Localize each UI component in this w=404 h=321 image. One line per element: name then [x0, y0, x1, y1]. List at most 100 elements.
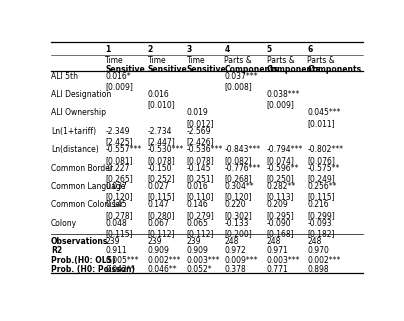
Text: 0.016*: 0.016*	[105, 72, 131, 81]
Text: 0.003***: 0.003***	[187, 256, 220, 265]
Text: [2.425]: [2.425]	[105, 137, 133, 146]
Text: [0.009]: [0.009]	[267, 100, 295, 109]
Text: 0.002***: 0.002***	[307, 256, 341, 265]
Text: 0.256**: 0.256**	[307, 182, 337, 191]
Text: R2: R2	[51, 246, 62, 255]
Text: 0.067: 0.067	[147, 219, 169, 228]
Text: [0.011]: [0.011]	[307, 119, 335, 128]
Text: Prob. (H0: Poisson): Prob. (H0: Poisson)	[51, 265, 135, 274]
Text: [0.082]: [0.082]	[224, 156, 252, 165]
Text: 0.378: 0.378	[224, 265, 246, 274]
Text: 0.909: 0.909	[147, 246, 169, 255]
Text: [0.010]: [0.010]	[147, 100, 175, 109]
Text: 0.027: 0.027	[147, 182, 169, 191]
Text: 0.042**: 0.042**	[105, 265, 135, 274]
Text: [0.112]: [0.112]	[147, 229, 175, 238]
Text: 5: 5	[267, 45, 271, 54]
Text: 0.038***: 0.038***	[267, 90, 300, 99]
Text: 0.971: 0.971	[267, 246, 288, 255]
Text: [0.120]: [0.120]	[224, 193, 252, 202]
Text: [0.008]: [0.008]	[224, 82, 252, 91]
Text: 248: 248	[267, 237, 281, 246]
Text: Prob.(H0: OLS): Prob.(H0: OLS)	[51, 256, 115, 265]
Text: [0.279]: [0.279]	[187, 211, 215, 220]
Text: 0.220: 0.220	[224, 200, 246, 209]
Text: 239: 239	[147, 237, 162, 246]
Text: -2.734: -2.734	[147, 127, 172, 136]
Text: 0.065: 0.065	[187, 219, 208, 228]
Text: -0.133: -0.133	[224, 219, 249, 228]
Text: 0.282**: 0.282**	[267, 182, 296, 191]
Text: Observations: Observations	[51, 237, 108, 246]
Text: 0.209: 0.209	[267, 200, 288, 209]
Text: 0.045***: 0.045***	[307, 108, 341, 117]
Text: [0.295]: [0.295]	[267, 211, 294, 220]
Text: [0.074]: [0.074]	[267, 156, 295, 165]
Text: [0.251]: [0.251]	[187, 174, 215, 183]
Text: 0.009***: 0.009***	[224, 256, 258, 265]
Text: -0.596**: -0.596**	[267, 163, 299, 173]
Text: [0.081]: [0.081]	[105, 156, 133, 165]
Text: [0.112]: [0.112]	[187, 229, 214, 238]
Text: [0.252]: [0.252]	[147, 174, 175, 183]
Text: 248: 248	[307, 237, 322, 246]
Text: 0.052*: 0.052*	[187, 265, 213, 274]
Text: Ln(distance): Ln(distance)	[51, 145, 99, 154]
Text: [0.076]: [0.076]	[307, 156, 335, 165]
Text: [2.447]: [2.447]	[147, 137, 175, 146]
Text: [0.078]: [0.078]	[147, 156, 175, 165]
Text: [0.250]: [0.250]	[267, 174, 294, 183]
Text: -0.536***: -0.536***	[187, 145, 223, 154]
Text: [0.200]: [0.200]	[224, 229, 252, 238]
Text: ALI Ownership: ALI Ownership	[51, 108, 106, 117]
Text: 1: 1	[105, 45, 111, 54]
Text: ALI Designation: ALI Designation	[51, 90, 111, 99]
Text: [0.012]: [0.012]	[187, 119, 215, 128]
Text: Parts &: Parts &	[224, 56, 252, 65]
Text: 0.048: 0.048	[105, 219, 127, 228]
Text: Time: Time	[147, 56, 166, 65]
Text: -0.530***: -0.530***	[147, 145, 184, 154]
Text: -0.093: -0.093	[307, 219, 332, 228]
Text: [0.120]: [0.120]	[105, 193, 133, 202]
Text: Components: Components	[224, 65, 278, 74]
Text: ALI 5th: ALI 5th	[51, 72, 78, 81]
Text: -0.794***: -0.794***	[267, 145, 303, 154]
Text: [2.426]: [2.426]	[187, 137, 215, 146]
Text: 4: 4	[224, 45, 229, 54]
Text: 0.037: 0.037	[105, 182, 127, 191]
Text: 0.002***: 0.002***	[147, 256, 181, 265]
Text: Common Coloniser: Common Coloniser	[51, 200, 123, 209]
Text: 0.771: 0.771	[267, 265, 288, 274]
Text: 0.911: 0.911	[105, 246, 127, 255]
Text: 0.909: 0.909	[187, 246, 208, 255]
Text: -0.776***: -0.776***	[224, 163, 261, 173]
Text: -0.090: -0.090	[267, 219, 291, 228]
Text: Sensitive: Sensitive	[105, 65, 145, 74]
Text: 0.003***: 0.003***	[267, 256, 300, 265]
Text: [0.115]: [0.115]	[105, 229, 133, 238]
Text: 0.147: 0.147	[147, 200, 169, 209]
Text: -0.802***: -0.802***	[307, 145, 343, 154]
Text: Parts &: Parts &	[307, 56, 335, 65]
Text: -0.145: -0.145	[187, 163, 211, 173]
Text: 3: 3	[187, 45, 192, 54]
Text: [0.182]: [0.182]	[307, 229, 335, 238]
Text: [0.110]: [0.110]	[187, 193, 215, 202]
Text: [0.078]: [0.078]	[187, 156, 215, 165]
Text: -0.227: -0.227	[105, 163, 130, 173]
Text: [0.268]: [0.268]	[224, 174, 252, 183]
Text: 248: 248	[224, 237, 239, 246]
Text: -0.575**: -0.575**	[307, 163, 340, 173]
Text: 0.146: 0.146	[187, 200, 208, 209]
Text: -0.557***: -0.557***	[105, 145, 141, 154]
Text: [0.115]: [0.115]	[147, 193, 175, 202]
Text: 0.216: 0.216	[307, 200, 329, 209]
Text: 0.972: 0.972	[224, 246, 246, 255]
Text: [0.299]: [0.299]	[307, 211, 335, 220]
Text: [0.302]: [0.302]	[224, 211, 252, 220]
Text: 0.019: 0.019	[187, 108, 208, 117]
Text: 0.037***: 0.037***	[224, 72, 258, 81]
Text: 239: 239	[187, 237, 201, 246]
Text: 239: 239	[105, 237, 120, 246]
